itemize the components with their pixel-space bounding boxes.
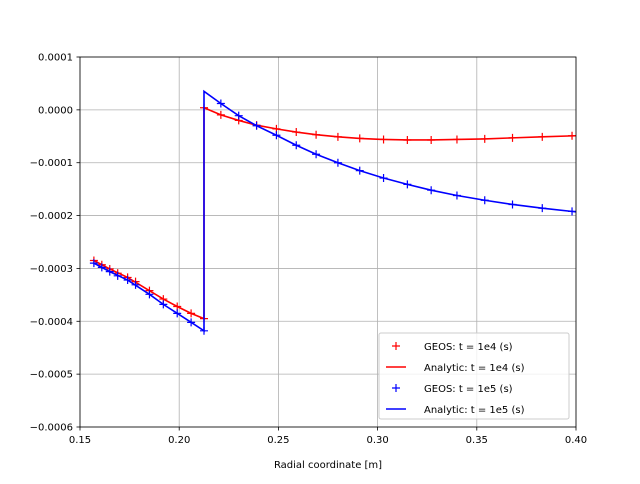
x-tick-label: 0.20	[168, 435, 190, 446]
y-tick-label: −0.0003	[30, 264, 73, 275]
x-tick-label: 0.40	[565, 435, 587, 446]
legend-label: Analytic: t = 1e5 (s)	[424, 405, 525, 416]
legend-entry: Analytic: t = 1e5 (s)	[386, 405, 525, 416]
series-3	[93, 89, 577, 333]
x-tick-label: 0.15	[69, 435, 91, 446]
x-axis: 0.15 0.20 0.25 0.30 0.35 0.40	[69, 427, 587, 446]
series-line	[93, 106, 577, 320]
y-tick-label: 0.0001	[38, 53, 73, 64]
y-axis: 0.0001 0.0000 −0.0001 −0.0002 −0.0003 −0.0004…	[30, 53, 80, 434]
y-tick-label: −0.0005	[30, 370, 73, 381]
legend-label: Analytic: t = 1e4 (s)	[424, 363, 525, 374]
legend-marker	[392, 342, 400, 350]
y-tick-label: −0.0006	[30, 423, 73, 434]
y-tick-label: −0.0004	[30, 317, 73, 328]
y-tick-label: 0.0000	[38, 105, 73, 116]
x-tick-label: 0.30	[366, 435, 388, 446]
legend-entry: GEOS: t = 1e5 (s)	[392, 384, 513, 395]
legend-entry: Analytic: t = 1e4 (s)	[386, 363, 525, 374]
series-line	[93, 89, 577, 333]
series-1	[93, 106, 577, 320]
x-tick-label: 0.25	[267, 435, 289, 446]
legend-label: GEOS: t = 1e4 (s)	[424, 342, 513, 353]
y-tick-label: −0.0002	[30, 211, 73, 222]
x-axis-label: Radial coordinate [m]	[274, 460, 382, 471]
y-tick-label: −0.0001	[30, 158, 73, 169]
legend-entry: GEOS: t = 1e4 (s)	[392, 342, 513, 353]
legend-marker	[392, 384, 400, 392]
legend-label: GEOS: t = 1e5 (s)	[424, 384, 513, 395]
plot-area	[89, 89, 577, 335]
legend: GEOS: t = 1e4 (s) Analytic: t = 1e4 (s) GE…	[378, 332, 570, 420]
x-tick-label: 0.35	[466, 435, 488, 446]
legend-box	[378, 332, 570, 420]
axes-frame	[79, 56, 577, 428]
